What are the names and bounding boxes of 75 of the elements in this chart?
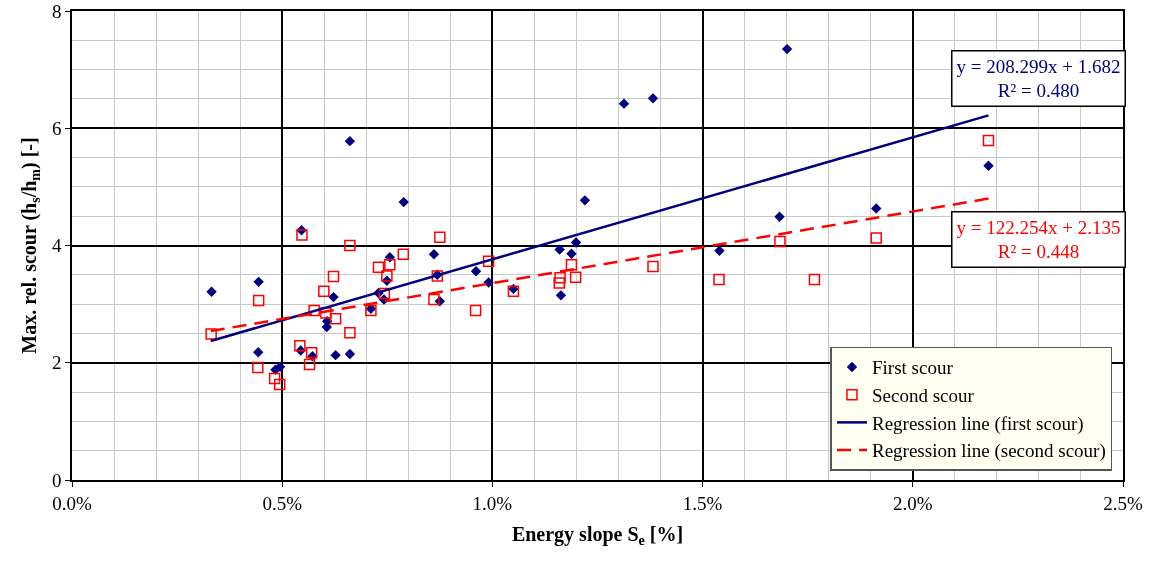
point xyxy=(330,349,341,361)
point xyxy=(482,255,495,268)
point xyxy=(397,248,410,261)
point xyxy=(318,285,330,297)
point xyxy=(469,304,482,317)
point xyxy=(327,270,340,283)
point xyxy=(328,291,339,303)
point xyxy=(253,347,264,358)
annotation: y = 122.254x + 2.135 R² = 0.448 xyxy=(956,216,1121,263)
point xyxy=(253,276,264,288)
y-tick-label: 6 xyxy=(51,117,62,139)
point xyxy=(774,211,785,222)
x-tick-label: 2.5% xyxy=(1103,492,1143,514)
point xyxy=(774,235,786,248)
point xyxy=(569,271,582,283)
point xyxy=(483,277,494,288)
point xyxy=(294,340,306,352)
x-tick-label: 0.5% xyxy=(262,492,303,514)
point xyxy=(647,93,659,104)
point xyxy=(647,260,659,273)
y-tick-label: 0 xyxy=(51,469,62,491)
point xyxy=(329,313,342,325)
legend-label: Second scour xyxy=(871,385,975,407)
legend-label: Regression line (first scour) xyxy=(871,412,1084,435)
point xyxy=(434,231,446,244)
point xyxy=(870,232,882,244)
point xyxy=(308,304,320,317)
x-axis-title: Energy slope S$_{e}$ [%] xyxy=(511,522,684,548)
point xyxy=(554,244,565,255)
x-tick-label: 1.0% xyxy=(472,492,513,514)
point xyxy=(372,261,385,273)
point xyxy=(268,372,281,385)
point xyxy=(579,195,591,206)
point xyxy=(384,259,396,271)
point xyxy=(398,196,409,208)
annotation: y = 208.299x + 1.682 R² = 0.480 xyxy=(956,55,1121,102)
point xyxy=(252,361,264,374)
y-tick-label: 2 xyxy=(51,352,62,374)
y-tick-label: 4 xyxy=(51,235,62,257)
point xyxy=(554,271,566,284)
y-tick-label: 8 xyxy=(51,0,62,22)
point xyxy=(252,294,265,307)
point xyxy=(206,286,217,298)
point xyxy=(808,273,821,286)
point xyxy=(303,358,316,371)
point xyxy=(381,270,393,282)
x-tick-label: 2.0% xyxy=(893,492,933,514)
legend-label: Regression line (second scour) xyxy=(871,440,1106,463)
point xyxy=(983,160,994,171)
legend-label: First scour xyxy=(871,357,954,379)
point xyxy=(570,237,582,248)
point xyxy=(344,348,356,360)
point xyxy=(871,203,882,214)
point xyxy=(305,347,318,359)
point xyxy=(618,98,630,109)
point xyxy=(565,259,578,271)
point xyxy=(344,327,356,339)
point xyxy=(781,43,793,55)
x-tick-label: 1.5% xyxy=(682,492,723,514)
point xyxy=(714,245,725,256)
point xyxy=(566,248,577,259)
point xyxy=(344,135,356,147)
x-tick-label: 0.0% xyxy=(52,492,92,514)
point xyxy=(428,293,440,306)
point xyxy=(713,273,725,286)
point xyxy=(378,287,391,300)
point xyxy=(553,277,565,289)
point xyxy=(344,239,356,252)
point xyxy=(273,378,286,391)
point xyxy=(982,134,995,147)
point xyxy=(555,290,567,301)
point xyxy=(296,229,308,241)
point xyxy=(470,266,482,277)
point xyxy=(428,249,440,260)
point xyxy=(205,328,217,340)
